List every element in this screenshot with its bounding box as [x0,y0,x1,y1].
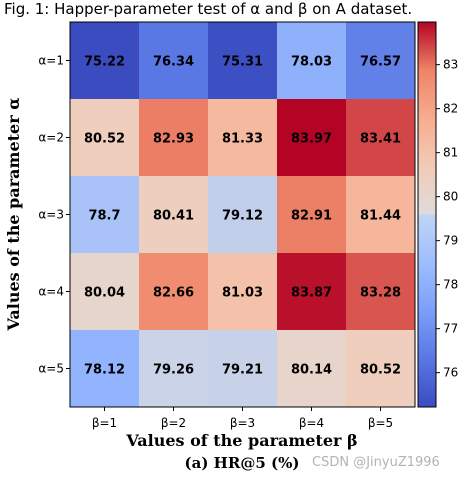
heatmap-cell-labels: 75.22 76.34 75.31 78.03 76.57 80.52 82.93 81.33… [84,55,401,378]
y-tick-label: α=4 [38,285,64,299]
y-tick-label: α=2 [38,131,64,145]
heatmap-cell [208,330,277,407]
heatmap-cell [139,253,208,330]
x-tick-label: β=4 [299,416,324,430]
heatmap-cell [208,22,277,99]
heatmap-cell [346,330,415,407]
colorbar [417,21,437,408]
cell-value-label: 80.41 [153,209,194,224]
heatmap-cell [346,99,415,176]
y-axis-label: Values of the parameter α [4,97,23,331]
colorbar-tick-label: 77 [443,322,458,336]
cell-value-label: 79.26 [153,363,194,378]
x-tick-label: β=3 [230,416,255,430]
cell-value-label: 78.03 [291,55,332,70]
cell-value-label: 82.91 [291,209,332,224]
cell-value-label: 75.22 [84,55,125,70]
heatmap-cell [277,99,346,176]
cell-value-label: 76.34 [153,55,194,70]
heatmap-cell [139,330,208,407]
cell-value-label: 83.28 [360,286,401,301]
watermark: CSDN @JinyuZ1996 [312,455,440,470]
cell-value-label: 80.04 [84,286,125,301]
x-tick-labels: β=1 β=2 β=3 β=4 β=5 [92,407,393,430]
cell-value-label: 83.97 [291,132,332,147]
heatmap-cell [277,253,346,330]
heatmap-cell [208,99,277,176]
cell-value-label: 83.87 [291,286,332,301]
heatmap-cell [70,253,139,330]
heatmap-cell [346,176,415,253]
heatmap-cell [139,22,208,99]
heatmap-cell [139,99,208,176]
colorbar-tick-label: 80 [443,190,458,204]
cell-value-label: 80.52 [360,363,401,378]
x-tick-label: β=5 [368,416,393,430]
cell-value-label: 82.93 [153,132,194,147]
heatmap-cell [277,330,346,407]
heatmap-cell [70,99,139,176]
heatmap-cell [346,22,415,99]
cell-value-label: 79.21 [222,363,263,378]
chart-title: Fig. 1: Happer-parameter test of α and β… [4,0,412,18]
colorbar-tick-label: 76 [443,366,458,380]
colorbar-tick-label: 82 [443,102,458,116]
heatmap-cell [208,253,277,330]
y-tick-label: α=1 [38,54,64,68]
cell-value-label: 83.41 [360,132,401,147]
cell-value-label: 81.44 [360,209,401,224]
colorbar-tick-label: 78 [443,278,458,292]
x-axis-label: Values of the parameter β [125,431,357,450]
heatmap-cell [70,22,139,99]
colorbar-tick-labels: 76 77 78 79 80 81 82 83 [436,58,458,380]
heatmap-cell [70,176,139,253]
y-tick-labels: α=1 α=2 α=3 α=4 α=5 [38,54,70,376]
cell-value-label: 78.7 [88,209,120,224]
heatmap-cell [277,176,346,253]
cell-value-label: 82.66 [153,286,194,301]
heatmap-cell [346,253,415,330]
cell-value-label: 80.14 [291,363,332,378]
heatmap-cell [139,176,208,253]
colorbar-tick-label: 79 [443,234,458,248]
x-tick-label: β=2 [161,416,186,430]
heatmap-cells [70,22,415,407]
cell-value-label: 78.12 [84,363,125,378]
colorbar-tick-label: 83 [443,58,458,72]
y-tick-label: α=3 [38,208,64,222]
cell-value-label: 79.12 [222,209,263,224]
cell-value-label: 81.03 [222,286,263,301]
heatmap-cell [70,330,139,407]
cell-value-label: 76.57 [360,55,401,70]
colorbar-tick-label: 81 [443,146,458,160]
x-tick-label: β=1 [92,416,117,430]
heatmap-cell [208,176,277,253]
cell-value-label: 81.33 [222,132,263,147]
heatmap-cell [277,22,346,99]
cell-value-label: 80.52 [84,132,125,147]
subfigure-caption: (a) HR@5 (%) [185,454,300,472]
y-tick-label: α=5 [38,362,64,376]
cell-value-label: 75.31 [222,55,263,70]
